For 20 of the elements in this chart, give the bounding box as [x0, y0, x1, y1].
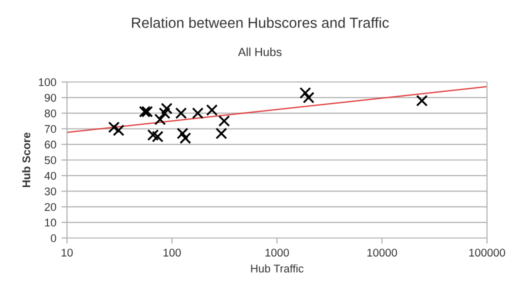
chart-subtitle: All Hubs: [238, 48, 282, 56]
y-tick-label: 60: [44, 140, 56, 149]
y-tick-label: 40: [44, 172, 56, 180]
y-axis-title: Hub Score: [22, 132, 30, 188]
y-tick-label: 90: [44, 94, 56, 102]
x-tick-label: 100: [164, 248, 181, 257]
y-tick-label: 0: [50, 234, 56, 242]
y-tick-label: 10: [45, 218, 56, 227]
y-tick-label: 100: [38, 78, 56, 86]
x-tick-label: 100000: [469, 248, 506, 257]
y-tick-label: 80: [44, 109, 56, 118]
x-tick-label: 10: [62, 248, 73, 257]
x-axis-title: Hub Traffic: [251, 264, 304, 272]
y-tick-label: 70: [44, 125, 56, 133]
x-tick-label: 1000: [265, 248, 289, 257]
chart-title: Relation between Hubscores and Traffic: [132, 17, 389, 28]
y-tick-label: 30: [44, 187, 56, 196]
y-tick-label: 50: [44, 156, 56, 164]
y-tick-label: 20: [44, 203, 56, 211]
x-tick-label: 10000: [367, 248, 398, 257]
